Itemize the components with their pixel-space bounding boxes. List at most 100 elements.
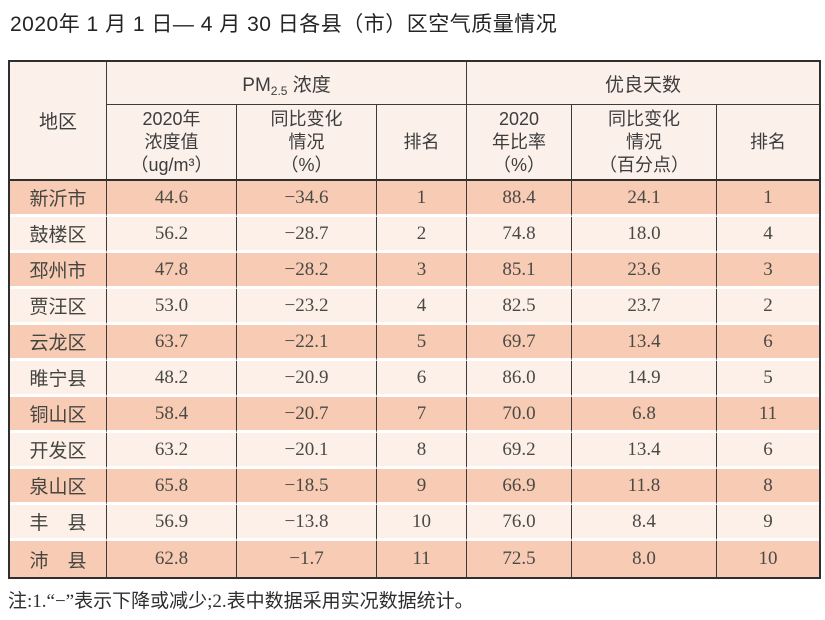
table-row: 新沂市 44.6 −34.6 1 88.4 24.1 1 bbox=[10, 181, 820, 217]
pm-value-cell: 63.2 bbox=[107, 433, 237, 469]
column-header-region: 地区 bbox=[10, 62, 107, 181]
good-change-cell: 11.8 bbox=[572, 469, 718, 505]
good-rank-cell: 1 bbox=[717, 181, 820, 217]
pm-change-cell: −28.2 bbox=[237, 253, 377, 289]
region-cell: 贾汪区 bbox=[10, 289, 107, 325]
good-rank-cell: 5 bbox=[717, 361, 820, 397]
pm-change-cell: −20.9 bbox=[237, 361, 377, 397]
pm-rank-cell: 10 bbox=[377, 505, 468, 541]
good-change-cell: 6.8 bbox=[572, 397, 718, 433]
region-cell: 铜山区 bbox=[10, 397, 107, 433]
region-cell: 丰 县 bbox=[10, 505, 107, 541]
good-change-cell: 23.7 bbox=[572, 289, 718, 325]
pm-rank-cell: 8 bbox=[377, 433, 468, 469]
region-cell: 云龙区 bbox=[10, 325, 107, 361]
good-rank-cell: 6 bbox=[717, 325, 820, 361]
table-row: 铜山区 58.4 −20.7 7 70.0 6.8 11 bbox=[10, 397, 820, 433]
good-ratio-cell: 69.7 bbox=[467, 325, 573, 361]
column-group-pm25: PM2.5 浓度 bbox=[107, 62, 468, 105]
table-row: 邳州市 47.8 −28.2 3 85.1 23.6 3 bbox=[10, 253, 820, 289]
pm-value-cell: 65.8 bbox=[107, 469, 237, 505]
good-rank-cell: 11 bbox=[717, 397, 820, 433]
pm-rank-cell: 11 bbox=[377, 541, 468, 577]
good-change-cell: 14.9 bbox=[572, 361, 718, 397]
pm-rank-cell: 5 bbox=[377, 325, 468, 361]
page-title: 2020年 1 月 1 日— 4 月 30 日各县（市）区空气质量情况 bbox=[10, 13, 558, 36]
pm-rank-cell: 2 bbox=[377, 217, 468, 253]
good-ratio-cell: 74.8 bbox=[467, 217, 573, 253]
pm-change-cell: −1.7 bbox=[237, 541, 377, 577]
good-ratio-cell: 82.5 bbox=[467, 289, 573, 325]
pm25-label-subscript: 2.5 bbox=[270, 83, 288, 98]
column-header-good-change: 同比变化 情况 （百分点） bbox=[572, 105, 718, 181]
good-change-cell: 18.0 bbox=[572, 217, 718, 253]
good-ratio-cell: 86.0 bbox=[467, 361, 573, 397]
pm-rank-cell: 9 bbox=[377, 469, 468, 505]
pm-value-cell: 62.8 bbox=[107, 541, 237, 577]
region-cell: 邳州市 bbox=[10, 253, 107, 289]
table-row: 丰 县 56.9 −13.8 10 76.0 8.4 9 bbox=[10, 505, 820, 541]
pm-value-cell: 56.9 bbox=[107, 505, 237, 541]
table-row: 泉山区 65.8 −18.5 9 66.9 11.8 8 bbox=[10, 469, 820, 505]
good-rank-cell: 9 bbox=[717, 505, 820, 541]
good-change-cell: 24.1 bbox=[572, 181, 718, 217]
table-row: 贾汪区 53.0 −23.2 4 82.5 23.7 2 bbox=[10, 289, 820, 325]
region-cell: 泉山区 bbox=[10, 469, 107, 505]
pm-value-cell: 58.4 bbox=[107, 397, 237, 433]
column-header-pm-rank: 排名 bbox=[377, 105, 468, 181]
pm-change-cell: −22.1 bbox=[237, 325, 377, 361]
good-change-cell: 23.6 bbox=[572, 253, 718, 289]
pm-value-cell: 47.8 bbox=[107, 253, 237, 289]
good-ratio-cell: 88.4 bbox=[467, 181, 573, 217]
good-rank-cell: 6 bbox=[717, 433, 820, 469]
good-change-cell: 13.4 bbox=[572, 325, 718, 361]
region-cell: 新沂市 bbox=[10, 181, 107, 217]
pm-change-cell: −20.7 bbox=[237, 397, 377, 433]
good-ratio-cell: 76.0 bbox=[467, 505, 573, 541]
region-cell: 睢宁县 bbox=[10, 361, 107, 397]
table-body: 新沂市 44.6 −34.6 1 88.4 24.1 1 鼓楼区 56.2 −28.7 2 74.8 1… bbox=[10, 181, 820, 577]
pm-change-cell: −34.6 bbox=[237, 181, 377, 217]
pm-value-cell: 63.7 bbox=[107, 325, 237, 361]
table-header: 地区 PM2.5 浓度 优良天数 2020年 浓度值 （ug/m³） 同比变化 … bbox=[10, 62, 820, 181]
pm-change-cell: −18.5 bbox=[237, 469, 377, 505]
pm-value-cell: 56.2 bbox=[107, 217, 237, 253]
good-rank-cell: 10 bbox=[717, 541, 820, 577]
pm25-label-prefix: PM bbox=[242, 74, 271, 96]
table-row: 云龙区 63.7 −22.1 5 69.7 13.4 6 bbox=[10, 325, 820, 361]
pm-value-cell: 44.6 bbox=[107, 181, 237, 217]
good-rank-cell: 2 bbox=[717, 289, 820, 325]
region-cell: 沛 县 bbox=[10, 541, 107, 577]
good-change-cell: 8.0 bbox=[572, 541, 718, 577]
pm-change-cell: −20.1 bbox=[237, 433, 377, 469]
column-header-good-ratio: 2020 年比率 （%） bbox=[467, 105, 573, 181]
good-rank-cell: 4 bbox=[717, 217, 820, 253]
table-row: 开发区 63.2 −20.1 8 69.2 13.4 6 bbox=[10, 433, 820, 469]
pm25-label-suffix: 浓度 bbox=[287, 74, 331, 96]
good-ratio-cell: 85.1 bbox=[467, 253, 573, 289]
column-header-good-rank: 排名 bbox=[717, 105, 820, 181]
pm-value-cell: 48.2 bbox=[107, 361, 237, 397]
good-change-cell: 8.4 bbox=[572, 505, 718, 541]
good-ratio-cell: 69.2 bbox=[467, 433, 573, 469]
air-quality-table: 地区 PM2.5 浓度 优良天数 2020年 浓度值 （ug/m³） 同比变化 … bbox=[8, 60, 822, 579]
good-rank-cell: 8 bbox=[717, 469, 820, 505]
pm-rank-cell: 4 bbox=[377, 289, 468, 325]
table-row: 沛 县 62.8 −1.7 11 72.5 8.0 10 bbox=[10, 541, 820, 577]
good-ratio-cell: 72.5 bbox=[467, 541, 573, 577]
region-cell: 开发区 bbox=[10, 433, 107, 469]
pm-change-cell: −28.7 bbox=[237, 217, 377, 253]
pm-rank-cell: 1 bbox=[377, 181, 468, 217]
pm-change-cell: −13.8 bbox=[237, 505, 377, 541]
column-header-pm-value: 2020年 浓度值 （ug/m³） bbox=[107, 105, 237, 181]
pm-value-cell: 53.0 bbox=[107, 289, 237, 325]
column-group-good-days: 优良天数 bbox=[467, 62, 820, 105]
pm-rank-cell: 7 bbox=[377, 397, 468, 433]
good-ratio-cell: 66.9 bbox=[467, 469, 573, 505]
column-header-pm-change: 同比变化 情况 （%） bbox=[237, 105, 377, 181]
table-row: 鼓楼区 56.2 −28.7 2 74.8 18.0 4 bbox=[10, 217, 820, 253]
pm-change-cell: −23.2 bbox=[237, 289, 377, 325]
region-cell: 鼓楼区 bbox=[10, 217, 107, 253]
pm-rank-cell: 3 bbox=[377, 253, 468, 289]
